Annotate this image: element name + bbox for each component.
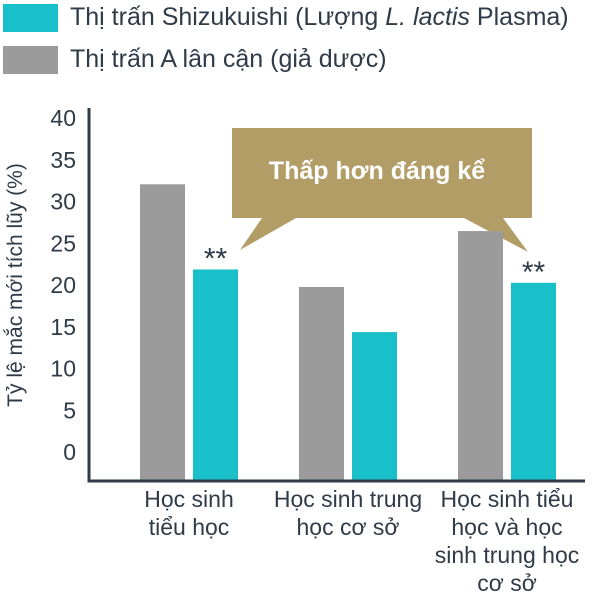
callout-bubble: [232, 128, 532, 252]
bar-elementary-shizukuishi: [193, 269, 238, 481]
x-category-label-line: Học sinh tiểu: [440, 486, 574, 512]
significance-marker: **: [204, 242, 228, 275]
x-category-label: Học sinh tiểu học: [104, 485, 274, 541]
bar-elementary-placebo: [140, 184, 185, 482]
x-category-label-line: học cơ sở: [296, 514, 400, 540]
y-tick-label: 35: [50, 147, 76, 173]
y-tick-label: 5: [63, 397, 76, 423]
y-axis-title: Tỷ lệ mắc mới tích lũy (%): [4, 163, 27, 407]
axes: [87, 108, 585, 483]
y-tick-label: 10: [50, 356, 76, 382]
y-tick-label: 20: [50, 272, 76, 298]
callout-text: Thấp hơn đáng kể: [268, 157, 486, 185]
legend-label-shizukuishi: Thị trấn Shizukuishi (Lượng L. lactis Pl…: [70, 3, 569, 31]
bar-combined-placebo: [458, 231, 503, 481]
y-tick-label: 25: [50, 230, 76, 256]
x-category-label-line: học và học: [451, 514, 563, 540]
legend-label-placebo: Thị trấn A lân cận (giả dược): [70, 45, 387, 73]
x-category-label-line: Học sinh trung: [273, 486, 423, 512]
x-category-label-line: tiểu học: [148, 514, 230, 540]
y-tick-label: 30: [50, 189, 76, 215]
y-tick-label: 15: [50, 314, 76, 340]
x-category-label: Học sinh tiểu học và học sinh trung học cơ …: [422, 485, 592, 597]
axis-labels: 40 35 30 25 20 15 10 5 0 Tỷ lệ mắc mới tích lũy (…: [4, 105, 76, 465]
x-category-label-line: sinh trung học: [434, 542, 580, 568]
y-tick-label: 40: [50, 105, 76, 131]
y-tick-label: 0: [63, 439, 76, 465]
x-category-label-line: cơ sở: [477, 570, 537, 596]
bar-combined-shizukuishi: [511, 282, 556, 481]
x-category-label-line: Học sinh: [144, 486, 234, 512]
legend-swatch-teal: [3, 4, 58, 32]
bar-junior-high-shizukuishi: [352, 332, 397, 481]
bar-junior-high-placebo: [299, 287, 344, 481]
significance-marker: **: [522, 256, 546, 289]
callout-shape: [232, 128, 532, 252]
x-category-label: Học sinh trung học cơ sở: [263, 485, 433, 541]
legend-swatch-gray: [3, 46, 58, 74]
bars: ** **: [140, 184, 556, 482]
